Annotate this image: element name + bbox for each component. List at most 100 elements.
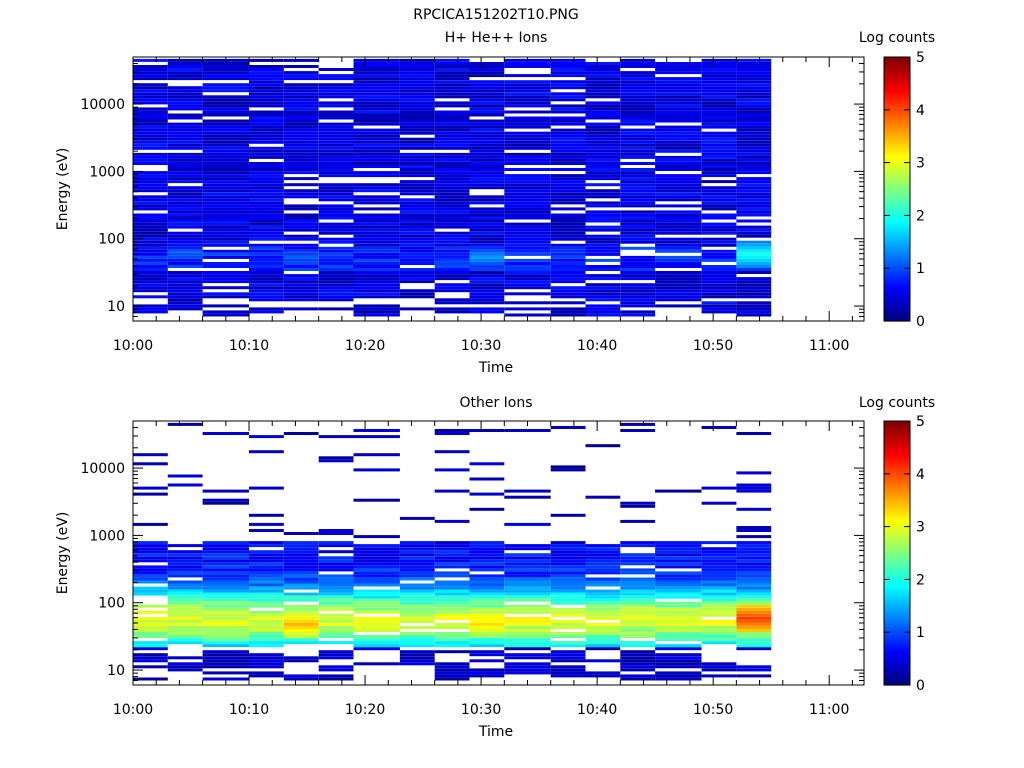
heatmap-cell xyxy=(318,137,354,141)
heatmap-cell xyxy=(249,559,284,563)
heatmap-cell xyxy=(133,125,168,129)
heatmap-cell xyxy=(655,243,702,247)
heatmap-cell xyxy=(283,562,319,566)
heatmap-cell xyxy=(434,110,470,114)
heatmap-cell xyxy=(133,553,168,557)
heatmap-cell xyxy=(550,68,586,71)
heatmap-cell xyxy=(167,225,203,229)
heatmap-cell xyxy=(655,237,702,241)
heatmap-cell xyxy=(620,195,656,199)
heatmap-cell xyxy=(620,240,656,244)
heatmap-cell xyxy=(133,610,168,614)
colorbar-segment xyxy=(884,193,910,197)
heatmap-cell xyxy=(585,140,621,144)
heatmap-cell xyxy=(283,586,319,590)
heatmap-cell xyxy=(469,638,505,642)
colorbar-segment xyxy=(884,451,910,455)
heatmap-cell xyxy=(585,165,621,168)
heatmap-cell xyxy=(585,635,621,638)
heatmap-cell xyxy=(434,62,470,65)
heatmap-cell xyxy=(736,283,772,287)
heatmap-cell xyxy=(550,562,586,566)
heatmap-cell xyxy=(585,298,621,302)
heatmap-cell xyxy=(133,622,168,626)
heatmap-cell xyxy=(249,192,284,196)
colorbar-frame xyxy=(883,56,911,322)
heatmap-cell xyxy=(550,619,586,623)
heatmap-cell xyxy=(167,243,203,247)
heatmap-cell xyxy=(434,610,470,614)
colorbar-segment xyxy=(884,74,910,78)
heatmap-cell xyxy=(655,165,702,168)
heatmap-cell xyxy=(620,228,656,232)
heatmap-cell xyxy=(585,107,621,111)
heatmap-cell xyxy=(202,286,249,290)
heatmap-cell xyxy=(434,95,470,99)
heatmap-cell xyxy=(701,577,737,581)
heatmap-cell xyxy=(620,653,656,657)
heatmap-cell xyxy=(504,619,551,623)
heatmap-cell xyxy=(736,168,772,171)
heatmap-cell xyxy=(283,195,319,199)
heatmap-cell xyxy=(469,177,505,181)
heatmap-cell xyxy=(283,283,319,287)
colorbar-segment xyxy=(884,443,910,446)
heatmap-cell xyxy=(353,104,400,108)
heatmap-cell xyxy=(399,101,435,105)
colorbar-tick-label: 2 xyxy=(916,572,925,588)
heatmap-cell xyxy=(353,580,400,584)
heatmap-cell xyxy=(736,131,772,135)
heatmap-cell xyxy=(249,92,284,96)
heatmap-cell xyxy=(249,435,284,439)
heatmap-cell xyxy=(736,535,772,539)
heatmap-cell xyxy=(318,613,354,617)
heatmap-cell xyxy=(434,177,470,181)
heatmap-cell xyxy=(504,122,551,126)
heatmap-cell xyxy=(504,189,551,193)
heatmap-cell xyxy=(353,292,400,296)
heatmap-cell xyxy=(655,189,702,193)
heatmap-cell xyxy=(620,104,656,108)
heatmap-cell xyxy=(701,556,737,560)
heatmap-cell xyxy=(701,165,737,168)
colorbar-segment xyxy=(884,72,910,76)
heatmap-cell xyxy=(701,583,737,587)
heatmap-cell xyxy=(167,68,203,71)
heatmap-cell xyxy=(133,128,168,132)
heatmap-cell xyxy=(283,274,319,278)
heatmap-cell xyxy=(283,604,319,608)
heatmap-cell xyxy=(399,113,435,117)
heatmap-cell xyxy=(353,262,400,265)
heatmap-cell xyxy=(318,213,354,217)
heatmap-cell xyxy=(353,95,400,99)
heatmap-cell xyxy=(318,641,354,645)
colorbar-segment xyxy=(884,70,910,73)
heatmap-cell xyxy=(202,616,249,620)
heatmap-cell xyxy=(353,183,400,187)
heatmap-cell xyxy=(434,598,470,602)
heatmap-cell xyxy=(283,580,319,584)
heatmap-cell xyxy=(620,77,656,81)
heatmap-cell xyxy=(701,125,737,129)
x-axis-label: Time xyxy=(478,360,513,376)
heatmap-cell xyxy=(434,556,470,560)
heatmap-cell xyxy=(133,234,168,238)
heatmap-cell xyxy=(399,574,435,578)
heatmap-cell xyxy=(167,271,203,274)
colorbar-segment xyxy=(884,649,910,653)
heatmap-cell xyxy=(202,626,249,629)
heatmap-cell xyxy=(202,432,249,435)
heatmap-cell xyxy=(620,189,656,193)
heatmap-cell xyxy=(318,674,354,678)
x-tick-label: 10:10 xyxy=(229,702,269,718)
heatmap-cell xyxy=(550,622,586,626)
heatmap-cell xyxy=(133,225,168,229)
heatmap-cell xyxy=(434,249,470,253)
heatmap-cell xyxy=(167,265,203,268)
heatmap-cell xyxy=(469,243,505,247)
heatmap-cell xyxy=(550,198,586,202)
heatmap-cell xyxy=(399,277,435,281)
colorbar-label: Log counts xyxy=(859,395,935,411)
heatmap-cell xyxy=(469,228,505,232)
